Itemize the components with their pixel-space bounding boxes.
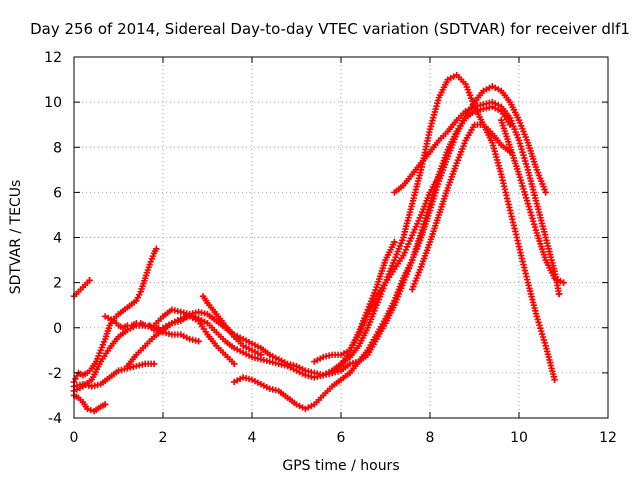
data-point (538, 330, 546, 338)
y-tick-label: 6 (53, 185, 62, 201)
series-arc-b (70, 392, 109, 415)
data-point (428, 201, 435, 208)
data-point (515, 137, 523, 144)
data-point (524, 200, 532, 207)
series-arc-l (311, 173, 443, 365)
data-point (153, 245, 160, 252)
data-point (518, 179, 525, 187)
data-point (532, 226, 540, 234)
y-tick-label: -2 (48, 366, 62, 382)
chart-title: Day 256 of 2014, Sidereal Day-to-day VTE… (30, 20, 630, 38)
data-point (195, 338, 202, 345)
data-point (542, 189, 549, 196)
y-tick-label: -4 (48, 411, 62, 427)
y-tick-label: 0 (53, 321, 62, 337)
series-arc-m (391, 98, 563, 298)
x-tick-label: 10 (510, 430, 528, 446)
x-tick-label: 4 (248, 430, 257, 446)
data-point (523, 163, 531, 171)
data-point (551, 376, 558, 383)
series-arc-i (199, 292, 265, 359)
data-marks (70, 71, 567, 415)
data-point (391, 238, 398, 246)
data-point (516, 140, 524, 147)
data-point (86, 277, 93, 284)
x-tick-label: 6 (337, 430, 346, 446)
y-tick-label: 4 (53, 231, 62, 247)
data-point (101, 401, 109, 408)
series-arc-n (409, 121, 558, 383)
data-point (555, 290, 563, 298)
data-point (87, 406, 94, 414)
data-point (429, 198, 436, 205)
data-point (257, 351, 265, 359)
data-point (538, 327, 545, 335)
data-point (522, 160, 530, 168)
y-tick-label: 2 (53, 276, 62, 292)
x-axis-label: GPS time / hours (282, 458, 399, 474)
data-point (231, 360, 238, 368)
axis-ticks: 0 2 4 6 8 10 12 -4 -2 0 2 4 6 8 10 12 (44, 50, 617, 446)
series-arc-o (498, 116, 567, 286)
series-arc-h (150, 71, 514, 381)
data-point (150, 360, 158, 368)
x-tick-label: 8 (426, 430, 435, 446)
data-point (531, 223, 539, 231)
series-arc-c (70, 245, 160, 386)
data-point (525, 203, 532, 210)
data-point (435, 173, 443, 180)
x-tick-label: 12 (599, 430, 617, 446)
data-point (537, 325, 544, 332)
y-axis-label: SDTVAR / TECUs (8, 180, 24, 295)
y-tick-label: 8 (53, 140, 62, 156)
data-point (517, 176, 524, 184)
data-point (560, 279, 567, 286)
y-tick-label: 12 (44, 50, 62, 66)
data-point (84, 405, 91, 413)
y-tick-label: 10 (44, 95, 62, 111)
series-arc-e (70, 322, 202, 395)
x-tick-label: 0 (70, 430, 79, 446)
x-tick-label: 2 (159, 430, 168, 446)
